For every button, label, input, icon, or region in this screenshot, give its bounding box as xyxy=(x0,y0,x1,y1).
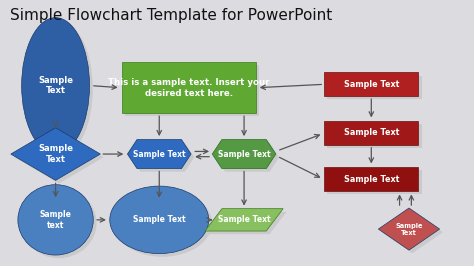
Text: Sample
Text: Sample Text xyxy=(395,223,423,236)
Ellipse shape xyxy=(18,185,93,255)
Polygon shape xyxy=(131,143,194,172)
Polygon shape xyxy=(128,140,191,169)
Polygon shape xyxy=(378,208,439,250)
Text: Sample Text: Sample Text xyxy=(133,149,185,159)
Text: Sample Text: Sample Text xyxy=(344,128,399,138)
Polygon shape xyxy=(216,143,279,172)
Ellipse shape xyxy=(110,186,209,254)
Polygon shape xyxy=(208,212,286,234)
FancyBboxPatch shape xyxy=(328,76,422,99)
Polygon shape xyxy=(11,128,100,180)
FancyBboxPatch shape xyxy=(121,62,256,113)
Text: Sample
Text: Sample Text xyxy=(38,76,73,95)
Text: Sample Text: Sample Text xyxy=(344,80,399,89)
Text: Sample
text: Sample text xyxy=(40,210,72,230)
Ellipse shape xyxy=(22,18,90,154)
Text: Sample Text: Sample Text xyxy=(218,215,270,224)
Text: Sample Text: Sample Text xyxy=(133,215,185,224)
FancyBboxPatch shape xyxy=(324,121,419,145)
Polygon shape xyxy=(212,140,276,169)
FancyBboxPatch shape xyxy=(125,65,259,117)
Ellipse shape xyxy=(21,188,97,258)
Polygon shape xyxy=(14,131,104,184)
Text: Sample Text: Sample Text xyxy=(344,174,399,184)
FancyBboxPatch shape xyxy=(324,167,419,191)
Polygon shape xyxy=(382,211,443,253)
Text: Sample Text: Sample Text xyxy=(218,149,270,159)
Polygon shape xyxy=(205,209,283,231)
Ellipse shape xyxy=(25,21,93,157)
FancyBboxPatch shape xyxy=(324,72,419,96)
Text: Sample
Text: Sample Text xyxy=(38,144,73,164)
FancyBboxPatch shape xyxy=(328,171,422,194)
Text: Simple Flowchart Template for PowerPoint: Simple Flowchart Template for PowerPoint xyxy=(10,8,332,23)
FancyBboxPatch shape xyxy=(328,124,422,148)
Text: This is a sample text. Insert your
desired text here.: This is a sample text. Insert your desir… xyxy=(108,78,269,98)
Ellipse shape xyxy=(113,189,212,257)
